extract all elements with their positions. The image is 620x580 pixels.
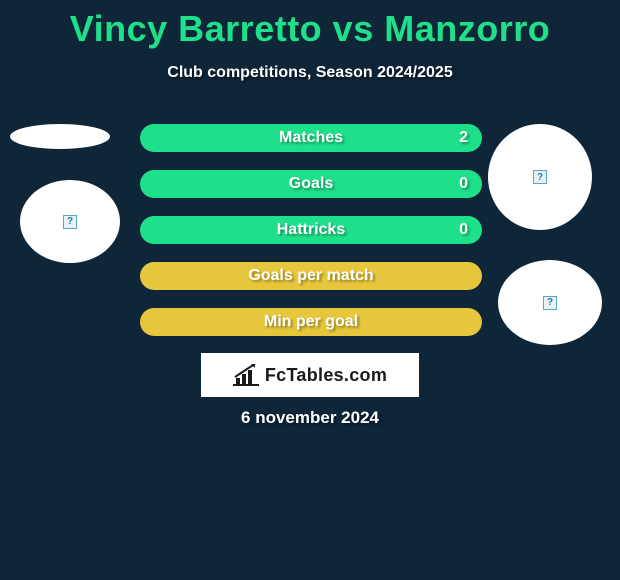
stat-value: 2	[459, 129, 468, 147]
stat-label: Goals per match	[248, 267, 373, 285]
stat-value: 0	[459, 175, 468, 193]
stat-row-matches: Matches 2	[140, 124, 482, 152]
placeholder-icon: ?	[533, 170, 547, 184]
chart-icon	[233, 364, 259, 386]
stat-label: Goals	[289, 175, 333, 193]
stat-label: Min per goal	[264, 313, 358, 331]
player-left-shadow	[10, 124, 110, 149]
brand-box: FcTables.com	[201, 353, 419, 397]
stat-row-hattricks: Hattricks 0	[140, 216, 482, 244]
stat-label: Hattricks	[277, 221, 345, 239]
stats-panel: Matches 2 Goals 0 Hattricks 0 Goals per …	[140, 124, 482, 354]
placeholder-icon: ?	[543, 296, 557, 310]
player-left-avatar: ?	[20, 180, 120, 263]
player-right-avatar-2: ?	[498, 260, 602, 345]
page-title: Vincy Barretto vs Manzorro	[0, 0, 620, 50]
stat-value: 0	[459, 221, 468, 239]
stat-label: Matches	[279, 129, 343, 147]
stat-row-min-per-goal: Min per goal	[140, 308, 482, 336]
player-right-avatar-1: ?	[488, 124, 592, 230]
stat-row-goals-per-match: Goals per match	[140, 262, 482, 290]
date-label: 6 november 2024	[0, 408, 620, 428]
brand-text: FcTables.com	[265, 365, 387, 386]
placeholder-icon: ?	[63, 215, 77, 229]
stat-row-goals: Goals 0	[140, 170, 482, 198]
subtitle: Club competitions, Season 2024/2025	[0, 64, 620, 82]
